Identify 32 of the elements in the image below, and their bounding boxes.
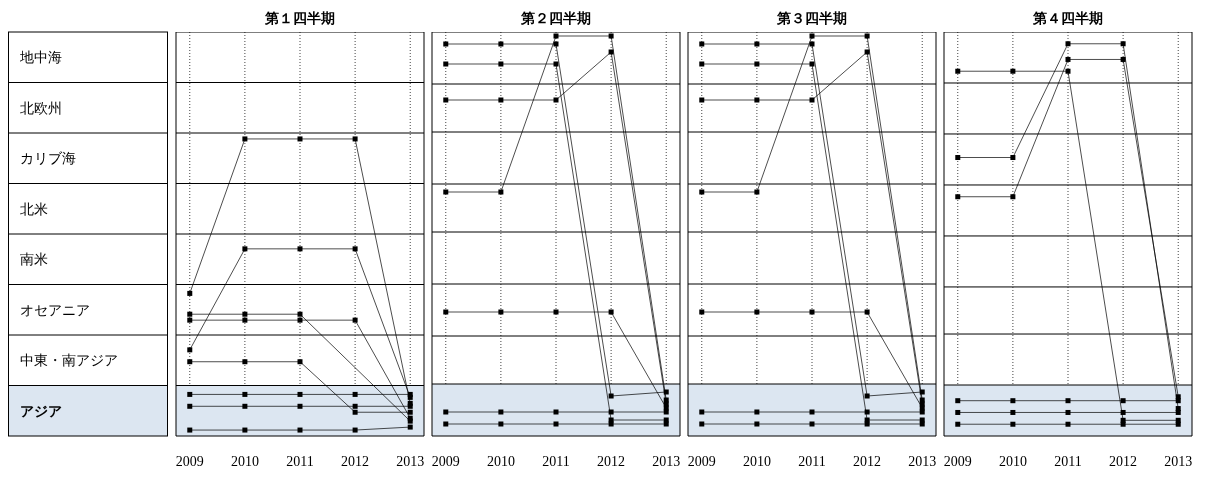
- text: 北米: [20, 201, 48, 217]
- x-tick-label: 2011: [1054, 453, 1082, 469]
- x-tick-label: 2013: [908, 453, 937, 469]
- text: カリブ海: [20, 151, 76, 167]
- x-tick-label: 2010: [742, 453, 771, 469]
- text: 地中海: [19, 50, 62, 66]
- x-tick-label: 2012: [597, 453, 626, 469]
- chart-title: 第２四半期: [520, 10, 592, 28]
- x-tick-label: 2010: [998, 453, 1027, 469]
- chart-title: 第４四半期: [1032, 10, 1104, 28]
- x-tick-label: 2013: [1164, 453, 1193, 469]
- x-tick-label: 2010: [230, 453, 259, 469]
- text: 北欧州: [20, 100, 62, 116]
- x-tick-label: 2009: [431, 453, 460, 469]
- text: アジア: [20, 403, 62, 419]
- text: 中東・南アジア: [20, 353, 118, 369]
- x-tick-label: 2012: [341, 453, 370, 469]
- x-tick-label: 2011: [542, 453, 570, 469]
- x-tick-label: 2013: [396, 453, 425, 469]
- chart-title: 第３四半期: [776, 10, 848, 28]
- x-tick-label: 2010: [486, 453, 515, 469]
- x-tick-label: 2009: [943, 453, 972, 469]
- text: オセアニア: [20, 302, 90, 318]
- x-tick-label: 2011: [798, 453, 826, 469]
- x-tick-label: 2009: [175, 453, 204, 469]
- x-tick-label: 2011: [286, 453, 314, 469]
- x-tick-label: 2009: [687, 453, 716, 469]
- x-tick-label: 2013: [652, 453, 681, 469]
- text: 南米: [20, 252, 48, 268]
- x-tick-label: 2012: [853, 453, 882, 469]
- chart-title: 第１四半期: [264, 10, 336, 28]
- x-tick-label: 2012: [1109, 453, 1138, 469]
